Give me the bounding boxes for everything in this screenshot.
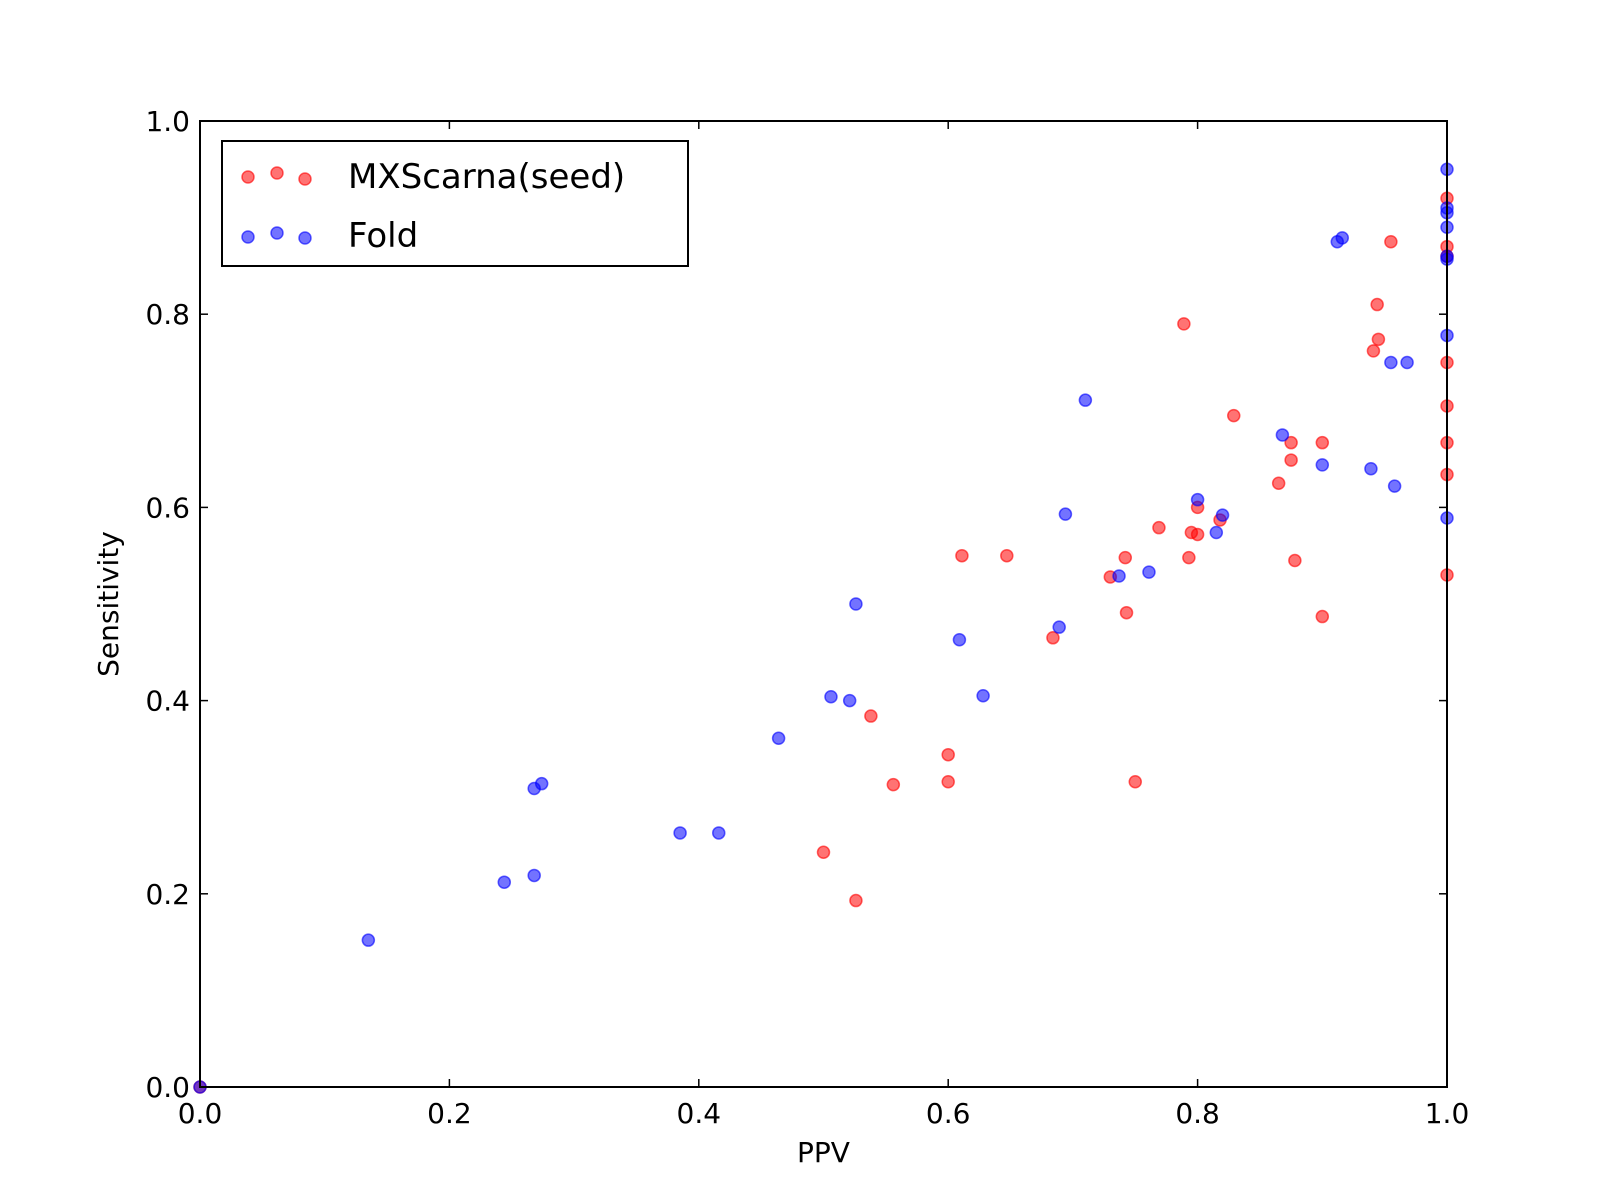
legend-marker-series-1 [298, 231, 312, 245]
data-point-series-0 [1046, 631, 1060, 645]
legend-label-fold: Fold [348, 216, 418, 256]
data-point-series-1 [952, 632, 967, 647]
data-point-series-1 [1052, 620, 1066, 634]
data-point-series-0 [1227, 408, 1241, 423]
data-point-series-1 [1335, 231, 1350, 245]
y-tick-label: 1.0 [145, 105, 190, 138]
data-point-series-0 [1119, 605, 1134, 620]
data-point-series-0 [1118, 550, 1133, 565]
data-point-series-1 [1400, 355, 1414, 370]
y-tick-label: 0.0 [145, 1071, 190, 1104]
data-point-series-0 [864, 709, 878, 723]
y-tick-label: 0.2 [145, 878, 190, 911]
data-point-series-1 [842, 693, 857, 708]
data-point-series-0 [1190, 527, 1205, 542]
data-point-series-0 [955, 548, 969, 563]
x-tick-label: 0.2 [427, 1097, 472, 1130]
legend-box [221, 140, 689, 267]
legend-markers [241, 166, 312, 245]
x-tick-label: 0.6 [926, 1097, 971, 1130]
data-point-series-1 [1112, 569, 1126, 583]
data-point-series-1 [712, 826, 726, 840]
points-layer [193, 162, 1454, 1094]
x-tick-label: 0.0 [178, 1097, 223, 1130]
legend-marker-series-1 [270, 226, 284, 240]
plot-frame [199, 120, 1448, 1088]
data-point-series-0 [816, 845, 831, 860]
data-point-series-0 [1152, 520, 1166, 535]
data-point-series-0 [1284, 453, 1298, 467]
data-point-series-1 [534, 776, 549, 791]
y-tick-label: 0.6 [145, 491, 190, 524]
data-point-series-0 [1370, 297, 1384, 312]
data-point-series-0 [849, 893, 863, 908]
data-point-series-0 [1288, 553, 1302, 568]
data-point-series-1 [824, 689, 838, 704]
data-point-series-1 [1190, 492, 1205, 507]
data-point-series-1 [527, 868, 541, 883]
x-tick-label: 0.4 [677, 1097, 722, 1130]
data-point-series-0 [1315, 435, 1330, 450]
data-point-series-0 [886, 777, 901, 792]
legend-marker-series-0 [241, 170, 255, 184]
legend-label-mxscarna: MXScarna(seed) [348, 157, 625, 197]
data-point-series-1 [849, 597, 863, 611]
data-point-series-1 [1078, 393, 1093, 407]
data-point-series-0 [1384, 235, 1398, 249]
x-tick-label: 1.0 [1425, 1097, 1470, 1130]
legend-marker-series-0 [270, 166, 284, 180]
data-point-series-1 [1384, 355, 1398, 370]
data-point-series-0 [1284, 435, 1298, 450]
data-point-series-0 [1315, 609, 1330, 624]
data-point-series-0 [1371, 332, 1386, 347]
data-point-series-0 [941, 747, 955, 762]
legend: MXScarna(seed) Fold [221, 140, 689, 267]
x-tick-label: 0.8 [1175, 1097, 1220, 1130]
data-point-series-0 [1000, 548, 1014, 563]
x-axis-label: PPV [797, 1136, 850, 1169]
data-point-series-0 [1271, 476, 1286, 490]
data-point-series-1 [673, 826, 687, 840]
data-point-series-0 [941, 774, 955, 789]
data-point-series-1 [497, 875, 512, 889]
data-point-series-1 [1315, 458, 1330, 472]
data-point-series-1 [771, 731, 786, 746]
ticks-layer: 0.0 0.2 0.4 0.6 0.8 1.0 0.0 0.2 0.4 0.6 0.8 1.0 [145, 105, 1469, 1130]
y-axis-label: Sensitivity [92, 531, 125, 677]
data-point-series-0 [1177, 317, 1191, 331]
data-point-series-0 [1182, 550, 1196, 565]
legend-marker-series-0 [298, 172, 312, 186]
data-point-series-1 [361, 933, 376, 947]
data-point-series-1 [1215, 508, 1230, 522]
data-point-series-1 [1058, 507, 1073, 521]
data-point-series-0 [1128, 774, 1142, 789]
data-point-series-1 [1275, 428, 1290, 442]
data-point-series-0 [1366, 344, 1381, 358]
data-point-series-1 [1209, 525, 1224, 540]
y-tick-label: 0.8 [145, 298, 190, 331]
data-point-series-1 [1364, 462, 1378, 476]
y-tick-label: 0.4 [145, 685, 190, 718]
legend-marker-series-1 [241, 230, 255, 244]
data-point-series-1 [976, 689, 990, 703]
data-point-series-1 [1387, 479, 1402, 493]
data-point-series-1 [1142, 565, 1156, 579]
